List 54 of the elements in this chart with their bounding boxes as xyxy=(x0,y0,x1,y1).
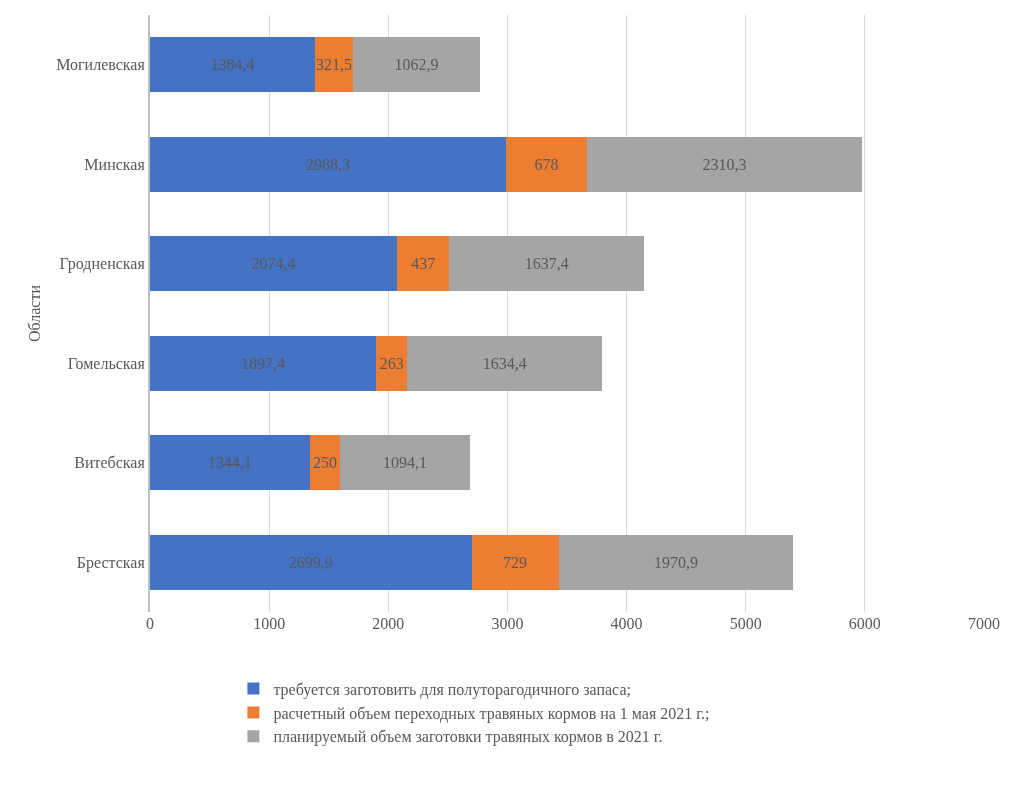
bar xyxy=(310,435,340,491)
data-label: 2988,3 xyxy=(306,155,351,173)
x-tick-label: 5000 xyxy=(729,615,762,632)
y-tick-label: Брестская xyxy=(76,553,146,572)
data-label: 1094,1 xyxy=(383,454,428,472)
x-tick-label: 7000 xyxy=(968,615,1000,632)
legend-label: требуется заготовить для полуторагодичного запаса; xyxy=(273,680,631,699)
data-label: 2310,3 xyxy=(702,155,747,173)
x-tick-label: 1000 xyxy=(253,615,286,632)
bar xyxy=(150,534,472,590)
data-label: 263 xyxy=(379,354,404,372)
bar xyxy=(150,37,315,93)
y-tick-label: Минская xyxy=(84,155,146,173)
bar xyxy=(150,236,398,292)
data-label: 1634,4 xyxy=(482,354,527,372)
data-label: 2699,9 xyxy=(288,553,333,571)
bar xyxy=(397,236,450,292)
bar xyxy=(314,37,354,93)
bar xyxy=(558,534,794,590)
data-label: 1384,4 xyxy=(210,56,255,74)
bar xyxy=(471,534,559,590)
data-label: 2074,4 xyxy=(251,255,296,273)
y-axis-title: Области xyxy=(25,284,43,343)
x-tick-label: 0 xyxy=(146,615,154,632)
data-label: 678 xyxy=(534,155,559,173)
x-tick-label: 2000 xyxy=(372,615,405,632)
bar xyxy=(407,335,603,391)
bar xyxy=(150,335,377,391)
data-label: 1062,9 xyxy=(394,56,439,74)
bar xyxy=(586,136,863,192)
y-tick-label: Витебская xyxy=(74,454,146,472)
data-label: 250 xyxy=(313,454,338,472)
y-tick-label: Могилевская xyxy=(56,56,146,74)
legend-label: планируемый объем заготовки травяных кормов в 2021 г. xyxy=(273,728,663,747)
bar xyxy=(150,136,507,192)
y-tick-label: Гомельская xyxy=(67,354,146,372)
data-label: 1637,4 xyxy=(524,255,569,273)
data-label: 1970,9 xyxy=(653,553,698,571)
bar xyxy=(506,136,587,192)
bar xyxy=(339,435,471,491)
data-label: 321,5 xyxy=(316,56,353,74)
bar xyxy=(376,335,408,391)
y-tick-label: Гродненская xyxy=(59,255,146,274)
data-label: 1344,1 xyxy=(208,454,253,472)
x-tick-label: 3000 xyxy=(491,615,524,632)
bar xyxy=(150,435,311,491)
data-label: 1897,4 xyxy=(241,354,286,372)
data-label: 729 xyxy=(503,553,528,571)
data-label: 437 xyxy=(411,255,436,273)
x-tick-label: 4000 xyxy=(610,615,643,632)
bar xyxy=(353,37,480,93)
legend-label: расчетный объем переходных травяных кормов на 1 мая 2021 г.; xyxy=(273,704,710,723)
bar xyxy=(449,236,645,292)
x-tick-label: 6000 xyxy=(848,615,881,632)
